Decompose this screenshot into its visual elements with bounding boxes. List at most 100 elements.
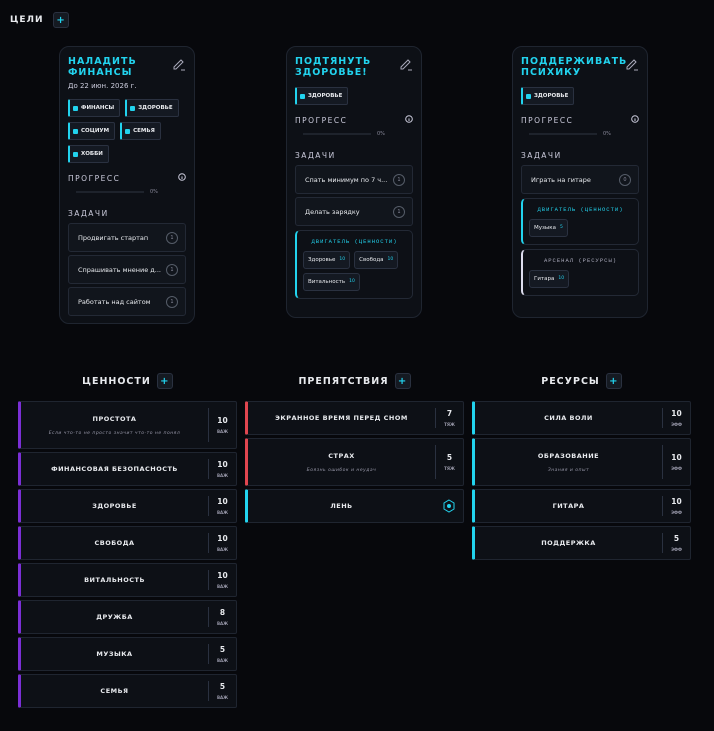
list-item[interactable]: ЗДОРОВЬЕ 10 ВАЖ <box>18 489 237 523</box>
add-button[interactable]: + <box>605 373 622 389</box>
goal-card[interactable]: ПОДДЕРЖИВАТЬ ПСИХИКУ ЗДОРОВЬЕ ПРОГРЕСС 0% ЗА… <box>512 46 648 318</box>
list-item[interactable]: ГИТАРА 10 ЭФФ <box>472 489 691 523</box>
chip-value: 10 <box>349 279 355 284</box>
list-item[interactable]: ПОДДЕРЖКА 5 ЭФФ <box>472 526 691 560</box>
task-text: Делать зарядку <box>305 207 360 216</box>
add-button[interactable]: + <box>156 373 173 389</box>
item-value: 10 <box>217 416 228 425</box>
goal-title: НАЛАДИТЬ ФИНАНСЫ <box>68 56 137 78</box>
chip-name: Свобода <box>359 257 384 263</box>
item-name-box: СВОБОДА <box>21 527 208 559</box>
progress-header: ПРОГРЕСС <box>521 115 639 125</box>
edit-button[interactable] <box>625 56 639 78</box>
tag[interactable]: ХОББИ <box>68 145 109 163</box>
list-item[interactable]: ДРУЖБА 8 ВАЖ <box>18 600 237 634</box>
item-note: Знания и опыт <box>547 467 590 473</box>
add-button[interactable]: + <box>52 12 69 28</box>
item-score: 10 ЭФФ <box>662 408 690 428</box>
item-unit: ЭФФ <box>671 422 682 427</box>
list-item[interactable]: СВОБОДА 10 ВАЖ <box>18 526 237 560</box>
chip-value: 10 <box>339 257 346 262</box>
item-name: ПОДДЕРЖКА <box>541 539 596 547</box>
item-value: 5 <box>219 682 226 691</box>
list-item[interactable]: ПРОСТОТА Если что-то не просто значит что… <box>18 401 237 449</box>
item-unit: ВАЖ <box>216 695 229 700</box>
tag-label: ФИНАНСЫ <box>81 105 115 111</box>
list-item[interactable]: ФИНАНСОВАЯ БЕЗОПАСНОСТЬ 10 ВАЖ <box>18 452 237 486</box>
item-score: 10 ВАЖ <box>208 533 236 553</box>
item-note: Боязнь ошибок и неудач <box>306 467 377 473</box>
task[interactable]: Продвигать стартап 1 <box>68 223 186 252</box>
goal-title: ПОДДЕРЖИВАТЬ ПСИХИКУ <box>521 56 628 78</box>
item-score: 10 ВАЖ <box>208 408 236 442</box>
list-item[interactable]: ВИТАЛЬНОСТЬ 10 ВАЖ <box>18 563 237 597</box>
list-item[interactable]: ЛЕНЬ <box>245 489 464 523</box>
goal-header: НАЛАДИТЬ ФИНАНСЫ <box>68 56 186 78</box>
chip[interactable]: Музыка 5 <box>529 219 568 237</box>
edit-button[interactable] <box>172 56 186 78</box>
goal-card[interactable]: ПОДТЯНУТЬ ЗДОРОВЬЕ! ЗДОРОВЬЕ ПРОГРЕСС 0% ЗАД… <box>286 46 422 318</box>
item-name: СВОБОДА <box>94 539 135 547</box>
tag-icon <box>73 151 78 157</box>
tasks-label: ЗАДАЧИ <box>295 151 336 160</box>
tag-list: ЗДОРОВЬЕ <box>295 87 413 105</box>
list-item[interactable]: ЭКРАННОЕ ВРЕМЯ ПЕРЕД СНОМ 7 ТЯЖ <box>245 401 464 435</box>
task-count: 1 <box>393 205 405 218</box>
item-unit: ВАЖ <box>216 621 229 626</box>
chip-value: 5 <box>559 225 563 230</box>
item-name: СИЛА ВОЛИ <box>544 414 593 422</box>
item-name: ЛЕНЬ <box>330 502 353 510</box>
progress-bar: 0% <box>303 131 413 137</box>
tag[interactable]: СОЦИУМ <box>68 122 116 140</box>
task[interactable]: Спрашивать мнение д... 1 <box>68 255 186 284</box>
column-header: ПРЕПЯТСТВИЯ + <box>245 373 464 389</box>
task[interactable]: Спать минимум по 7 ч... 1 <box>295 165 413 194</box>
task[interactable]: Делать зарядку 1 <box>295 197 413 226</box>
task[interactable]: Играть на гитаре 0 <box>521 165 639 194</box>
progress-value: 0% <box>603 131 611 137</box>
task-count: 1 <box>393 173 405 186</box>
task-text: Работать над сайтом <box>78 297 151 306</box>
list-item[interactable]: СЕМЬЯ 5 ВАЖ <box>18 674 237 708</box>
task[interactable]: Работать над сайтом 1 <box>68 287 186 316</box>
item-name: СЕМЬЯ <box>100 687 129 695</box>
tag[interactable]: ФИНАНСЫ <box>68 99 121 117</box>
header: ЦЕЛИ + <box>10 12 69 28</box>
item-unit: ВАЖ <box>216 473 229 478</box>
list-item[interactable]: СИЛА ВОЛИ 10 ЭФФ <box>472 401 691 435</box>
chip[interactable]: Гитара 10 <box>529 270 570 288</box>
task-text: Продвигать стартап <box>78 233 149 242</box>
item-value: 10 <box>217 460 228 469</box>
item-value: 8 <box>219 608 226 617</box>
item-unit: ЭФФ <box>671 466 682 471</box>
chip-name: Витальность <box>308 279 346 285</box>
add-button[interactable]: + <box>394 373 411 389</box>
tag[interactable]: ЗДОРОВЬЕ <box>521 87 575 105</box>
list-item[interactable]: ОБРАЗОВАНИЕ Знания и опыт 10 ЭФФ <box>472 438 691 486</box>
progress-track <box>303 133 371 135</box>
item-unit: ЭФФ <box>671 547 682 552</box>
chip[interactable]: Свобода 10 <box>354 251 399 269</box>
tag[interactable]: ЗДОРОВЬЕ <box>295 87 349 105</box>
group: ДВИГАТЕЛЬ (ЦЕННОСТИ) Здоровье 10 Свобода 10 В… <box>295 230 413 299</box>
tag[interactable]: СЕМЬЯ <box>120 122 161 140</box>
item-name-box: СТРАХ Боязнь ошибок и неудач <box>248 439 435 485</box>
chip[interactable]: Здоровье 10 <box>303 251 351 269</box>
item-unit: ВАЖ <box>216 429 229 434</box>
list-item[interactable]: СТРАХ Боязнь ошибок и неудач 5 ТЯЖ <box>245 438 464 486</box>
item-name-box: ПРОСТОТА Если что-то не просто значит что… <box>21 402 208 448</box>
group-title: ДВИГАТЕЛЬ (ЦЕННОСТИ) <box>537 206 624 213</box>
tag[interactable]: ЗДОРОВЬЕ <box>125 99 179 117</box>
goal-card[interactable]: НАЛАДИТЬ ФИНАНСЫ До 22 июн. 2026 г. ФИНАНС… <box>59 46 195 324</box>
item-value: 5 <box>446 453 453 462</box>
tag-label: ЗДОРОВЬЕ <box>138 105 173 111</box>
list-item[interactable]: МУЗЫКА 5 ВАЖ <box>18 637 237 671</box>
chip[interactable]: Витальность 10 <box>303 273 360 291</box>
item-name-box: ПОДДЕРЖКА <box>475 527 662 559</box>
info-icon <box>178 173 186 183</box>
item-score: 10 ВАЖ <box>208 459 236 479</box>
edit-button[interactable] <box>399 56 413 78</box>
tag-icon <box>526 93 531 99</box>
item-unit: ВАЖ <box>216 547 229 552</box>
